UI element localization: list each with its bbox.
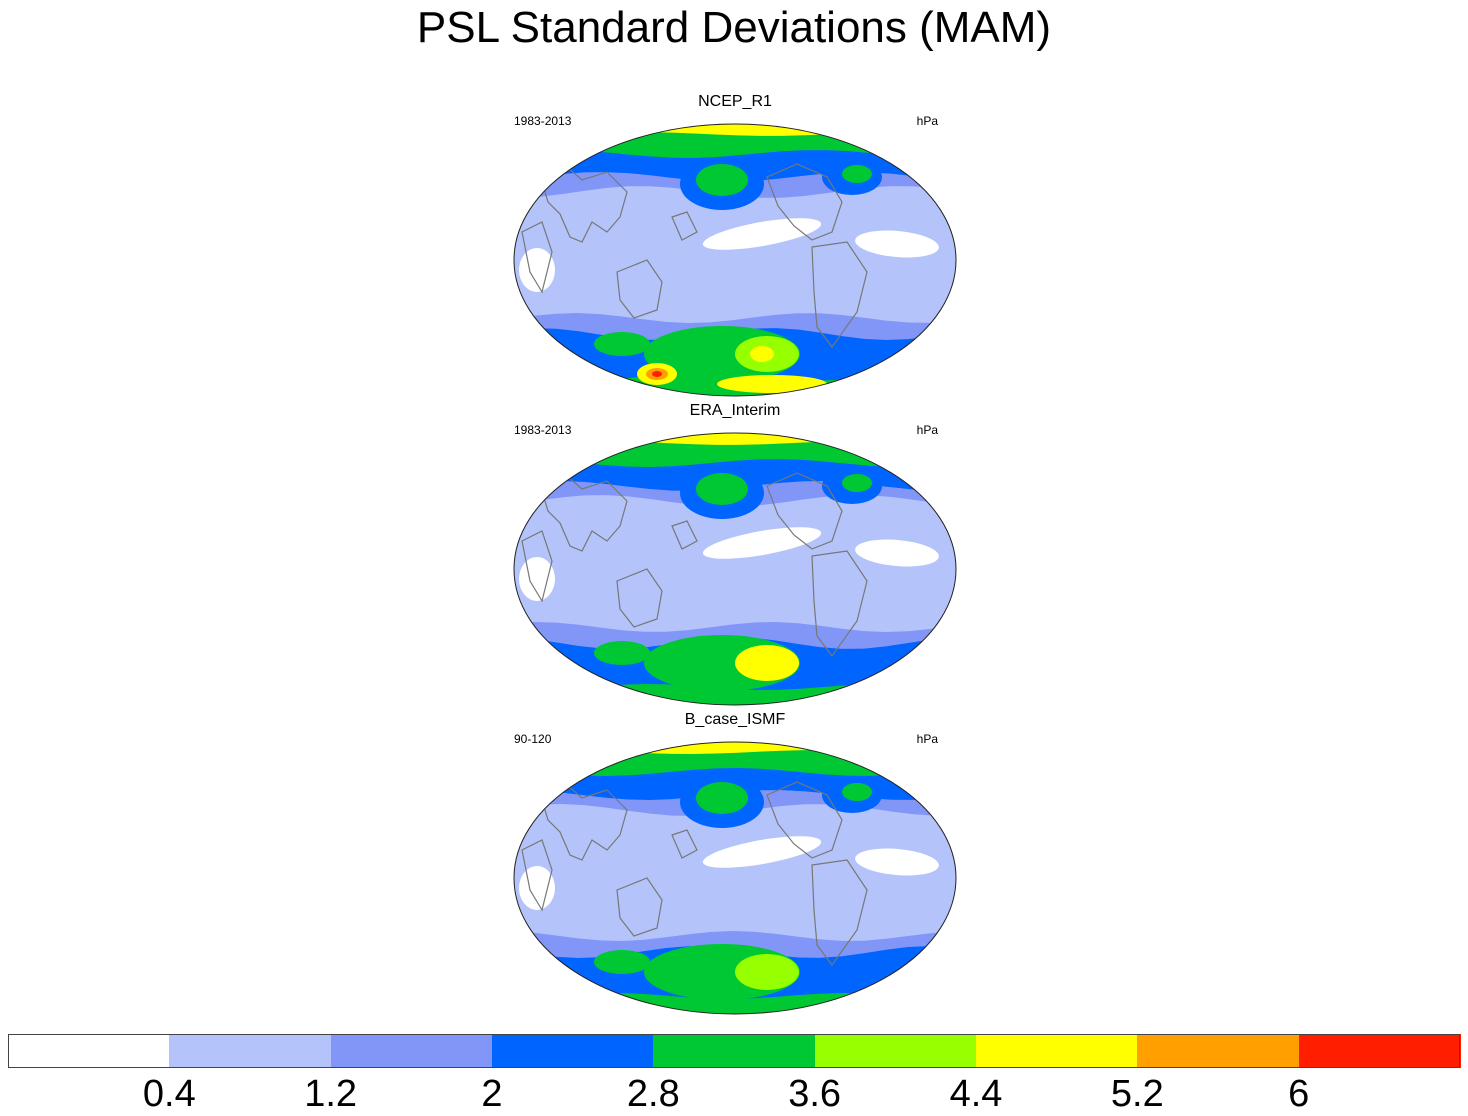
panel-title: ERA_Interim — [689, 402, 781, 419]
colorbar — [8, 1034, 1461, 1068]
field-blob — [519, 248, 555, 292]
panel-period: 90-120 — [514, 732, 552, 746]
coastline — [671, 211, 698, 241]
colorbar-tick-label: 3.6 — [788, 1073, 842, 1115]
field-blob — [696, 164, 748, 196]
coastline — [766, 163, 843, 241]
map-panel-b-case-ismf: B_case_ISMF 90-120 hPa — [512, 711, 958, 1018]
map-outline — [513, 741, 957, 1015]
colorbar-tick-label: 5.2 — [1110, 1073, 1164, 1115]
panel-units: hPa — [916, 732, 938, 746]
colorbar-cell — [492, 1034, 655, 1068]
colorbar-tick-label: 4.4 — [949, 1073, 1003, 1115]
coastline — [811, 241, 868, 349]
panel-units: hPa — [916, 423, 938, 437]
field-blob — [750, 346, 774, 362]
colorbar-tick-label: 0.4 — [142, 1073, 196, 1115]
coastline — [521, 530, 553, 603]
field-blob — [842, 783, 872, 801]
coastline — [541, 166, 628, 243]
field-blob — [750, 964, 774, 980]
colorbar-tick-label: 2.8 — [626, 1073, 680, 1115]
coastline — [766, 781, 843, 859]
field-blob — [594, 332, 650, 356]
field-blob — [855, 230, 939, 258]
colorbar-tick-label: 1.2 — [304, 1073, 358, 1115]
coastline — [541, 475, 628, 552]
figure-title: PSL Standard Deviations (MAM) — [416, 3, 1052, 52]
panel-period: 1983-2013 — [514, 423, 572, 437]
coastline — [671, 829, 698, 859]
coastline — [811, 550, 868, 658]
map-svg — [513, 741, 957, 1015]
colorbar-tick-label: 2 — [481, 1073, 503, 1115]
coastline — [616, 568, 663, 628]
coastline — [541, 784, 628, 861]
coastline — [616, 259, 663, 319]
map-outline — [513, 123, 957, 397]
colorbar-cell — [1298, 1034, 1461, 1068]
field-blob — [750, 655, 774, 671]
field-blob — [855, 848, 939, 876]
coastline — [616, 877, 663, 937]
field-blob — [594, 950, 650, 974]
field-blob — [717, 375, 827, 393]
colorbar-cell — [1137, 1034, 1300, 1068]
map-svg — [513, 432, 957, 706]
coastline — [521, 221, 553, 294]
colorbar-cell — [8, 1034, 171, 1068]
field-blob — [696, 473, 748, 505]
field-blob — [652, 371, 662, 377]
colorbar-cell — [169, 1034, 332, 1068]
coastline — [811, 859, 868, 967]
field-blob — [594, 641, 650, 665]
map-svg — [513, 123, 957, 397]
colorbar-cell — [976, 1034, 1139, 1068]
field-blob — [855, 539, 939, 567]
panel-period: 1983-2013 — [514, 114, 572, 128]
coastline — [521, 839, 553, 912]
field-blob — [519, 866, 555, 910]
panel-units: hPa — [916, 114, 938, 128]
field-blob — [696, 782, 748, 814]
field-blob — [519, 557, 555, 601]
map-outline — [513, 432, 957, 706]
field-blob — [702, 836, 822, 868]
map-panel-ncep-r1: NCEP_R1 1983-2013 hPa — [512, 93, 958, 400]
coastline — [766, 472, 843, 550]
field-blob — [702, 218, 822, 250]
colorbar-cell — [814, 1034, 977, 1068]
field-blob — [842, 165, 872, 183]
coastline — [671, 520, 698, 550]
field-blob — [702, 527, 822, 559]
field-blob — [842, 474, 872, 492]
colorbar-cell — [653, 1034, 816, 1068]
colorbar-tick-label: 6 — [1288, 1073, 1310, 1115]
colorbar-cell — [330, 1034, 493, 1068]
panel-title: NCEP_R1 — [698, 93, 772, 110]
map-panel-era-interim: ERA_Interim 1983-2013 hPa — [512, 402, 958, 709]
panel-title: B_case_ISMF — [684, 711, 786, 728]
